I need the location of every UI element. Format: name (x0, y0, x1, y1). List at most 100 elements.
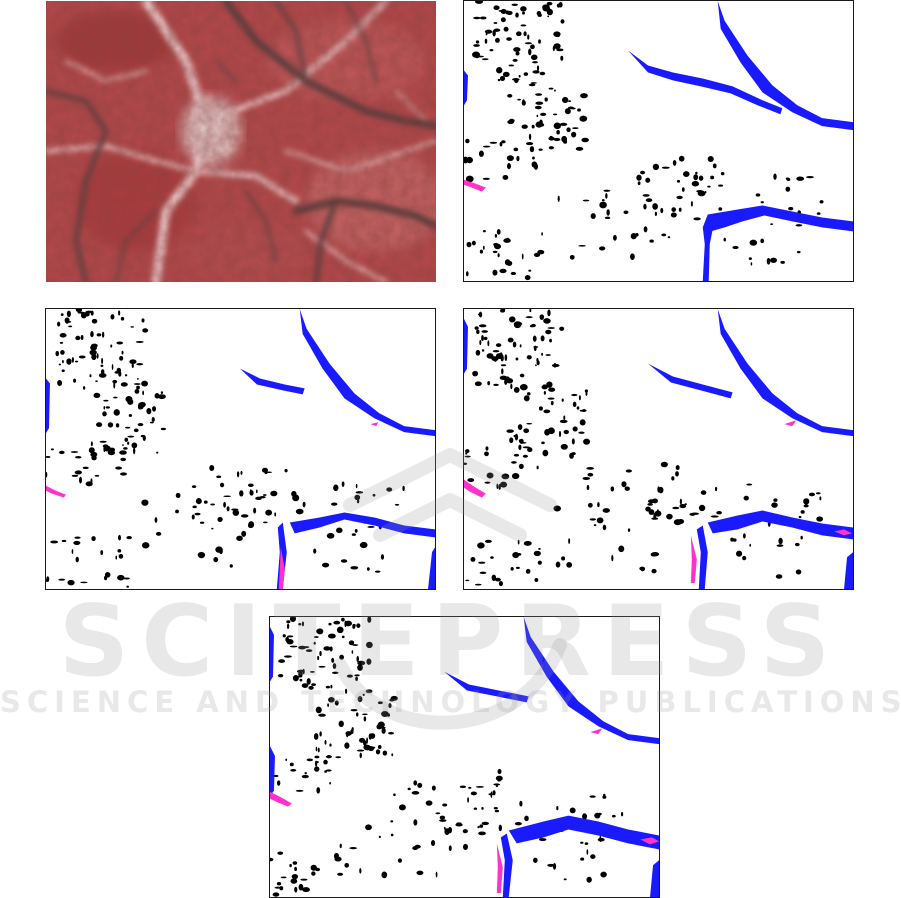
black-blob (382, 750, 388, 756)
black-blob (580, 841, 584, 844)
black-blob (319, 731, 322, 737)
black-blob (478, 311, 483, 318)
black-blob (583, 438, 591, 445)
black-blob (536, 65, 540, 71)
black-blob (795, 569, 802, 575)
black-blob (627, 528, 631, 532)
black-blob (264, 471, 268, 475)
black-blob (91, 536, 96, 542)
black-blob (191, 514, 195, 520)
black-blob (289, 645, 298, 648)
black-blob (113, 396, 118, 399)
black-blob (532, 61, 539, 64)
black-blob (236, 535, 243, 541)
black-blob (465, 579, 470, 582)
black-blob (77, 311, 86, 314)
black-blob (521, 253, 524, 260)
black-blob (443, 826, 446, 830)
black-blob (95, 380, 98, 382)
black-blob (487, 380, 491, 386)
black-blob (62, 360, 64, 364)
black-blob (561, 398, 564, 402)
black-blob (553, 122, 562, 130)
black-blob (621, 481, 627, 488)
black-blob (306, 678, 311, 685)
classification-map-panel-b (463, 0, 854, 282)
black-blob (417, 782, 423, 788)
black-blob (328, 697, 335, 703)
black-blob (658, 486, 664, 494)
black-blob (523, 540, 532, 546)
black-blob (502, 174, 509, 180)
black-blob (274, 886, 282, 889)
black-blob (610, 486, 615, 492)
black-blob (197, 551, 206, 559)
black-blob (456, 822, 462, 825)
black-blob (276, 780, 281, 786)
black-blob (515, 12, 519, 18)
black-blob (359, 868, 362, 874)
black-blob (439, 819, 447, 822)
black-blob (647, 499, 656, 504)
black-blob (654, 211, 658, 216)
blue-drainage (270, 617, 659, 897)
black-blobs (464, 309, 824, 587)
black-blob (508, 316, 516, 323)
black-blob (354, 494, 361, 501)
black-blob (323, 759, 328, 765)
black-blob (514, 822, 522, 826)
black-blob (129, 359, 137, 365)
black-blob (98, 373, 107, 378)
black-blob (557, 195, 560, 202)
black-blob (602, 795, 607, 799)
black-blob (571, 393, 578, 397)
black-blob (519, 800, 523, 807)
black-blob (493, 383, 499, 386)
black-blob (572, 127, 579, 129)
black-blob (100, 550, 104, 556)
black-blob (539, 314, 545, 320)
black-blob (351, 650, 354, 654)
black-blob (101, 369, 105, 375)
black-blob (547, 15, 550, 18)
black-blob (333, 620, 341, 625)
black-blob (314, 766, 320, 772)
black-blob (96, 422, 103, 428)
black-blob (502, 71, 510, 78)
black-blob (90, 441, 93, 447)
black-blob (390, 833, 394, 837)
black-blob (499, 268, 507, 274)
black-blob (547, 397, 555, 400)
black-blob (391, 753, 394, 757)
black-blob (519, 344, 522, 348)
black-blob (527, 447, 533, 453)
black-blob (587, 472, 594, 477)
black-blob (71, 549, 74, 554)
black-blob (742, 533, 746, 539)
black-blob (538, 406, 543, 411)
black-blob (560, 55, 564, 61)
black-blob (474, 326, 479, 330)
black-blob (270, 490, 278, 497)
black-blob (693, 174, 699, 181)
black-blob (521, 124, 528, 129)
black-blob (493, 21, 498, 24)
black-blob (493, 356, 498, 362)
black-blob (586, 466, 595, 470)
black-blob (309, 671, 315, 673)
black-blob (298, 623, 302, 626)
black-blob (510, 383, 513, 390)
black-blob (484, 29, 493, 34)
black-blob (78, 355, 86, 359)
black-blob (803, 498, 810, 505)
black-blob (110, 314, 115, 320)
black-blob (770, 223, 774, 226)
black-blob (676, 195, 683, 200)
black-blob (471, 240, 476, 246)
black-blob (75, 456, 82, 459)
black-blob (335, 756, 342, 759)
black-blob (486, 353, 494, 359)
black-blob (522, 454, 528, 458)
black-blob (58, 578, 66, 581)
black-blob (684, 503, 688, 505)
